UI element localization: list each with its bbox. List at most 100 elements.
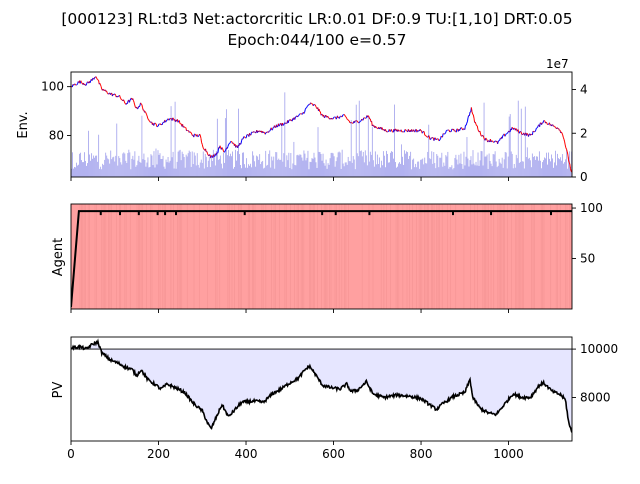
volume-bar (483, 165, 484, 177)
volume-bar (86, 166, 87, 177)
price-segment (342, 115, 343, 117)
volume-bar (231, 156, 232, 177)
price-segment (399, 130, 400, 131)
volume-bar (226, 109, 227, 177)
agent-stripe (297, 204, 298, 309)
price-segment (547, 123, 548, 124)
price-segment (319, 109, 320, 111)
volume-bar (266, 166, 267, 177)
agent-stripe (399, 204, 400, 309)
volume-bar (82, 162, 83, 177)
volume-bar (370, 152, 371, 177)
price-segment (125, 103, 126, 104)
volume-bar (236, 161, 237, 177)
chart-title-line2: Epoch:044/100 e=0.57 (227, 31, 406, 49)
volume-bar (514, 164, 515, 177)
volume-bar (220, 156, 221, 177)
y-tick-label: 50 (580, 252, 595, 266)
volume-bar (467, 137, 468, 177)
price-segment (223, 149, 224, 151)
volume-bar (501, 164, 502, 177)
price-segment (345, 116, 346, 117)
volume-bar (101, 169, 102, 177)
volume-bar (455, 155, 456, 177)
volume-bar (432, 164, 433, 177)
price-segment (137, 107, 138, 109)
price-segment (494, 141, 495, 142)
price-segment (502, 135, 503, 138)
agent-stripe (487, 204, 488, 309)
price-segment (302, 114, 303, 115)
volume-bar (210, 167, 211, 177)
volume-bar (130, 169, 131, 177)
volume-bar (503, 168, 504, 177)
price-segment (74, 84, 75, 85)
agent-stripe (556, 204, 557, 309)
price-segment (339, 116, 340, 118)
price-segment (537, 127, 538, 128)
volume-bar (449, 167, 450, 177)
price-segment (345, 115, 346, 116)
agent-stripe (150, 204, 151, 309)
volume-bar (126, 163, 127, 177)
price-segment (169, 120, 170, 121)
volume-bar (546, 153, 547, 177)
volume-bar (476, 162, 477, 177)
volume-bar (481, 151, 482, 177)
volume-bar (155, 167, 156, 177)
agent-stripe (146, 204, 147, 309)
volume-bar (415, 164, 416, 177)
volume-bar (453, 168, 454, 177)
price-segment (77, 84, 78, 85)
volume-bar (204, 169, 205, 177)
volume-bar (163, 156, 164, 177)
volume-bar (171, 106, 172, 177)
price-segment (507, 132, 508, 133)
agent-stripe (386, 204, 387, 309)
volume-bar (391, 151, 392, 177)
price-segment (246, 135, 247, 138)
volume-bar (507, 168, 508, 177)
price-segment (376, 127, 377, 128)
volume-bar (180, 150, 181, 177)
y-tick-label: 0 (580, 170, 588, 184)
volume-bar (201, 160, 202, 177)
volume-bar (307, 151, 308, 177)
volume-bar (205, 154, 206, 177)
volume-bar (531, 167, 532, 177)
volume-bar (286, 155, 287, 177)
volume-bar (148, 167, 149, 177)
volume-bar (264, 168, 265, 177)
volume-bar (444, 166, 445, 177)
price-segment (202, 143, 203, 145)
volume-bar (348, 157, 349, 177)
price-segment (328, 116, 329, 117)
volume-bar (356, 105, 357, 177)
volume-bar (99, 169, 100, 177)
agent-stripe (88, 204, 89, 309)
price-segment (562, 133, 563, 135)
agent-stripe (228, 204, 229, 309)
volume-bar (429, 158, 430, 177)
volume-bar (160, 153, 161, 177)
price-segment (509, 131, 510, 132)
volume-bar (299, 154, 300, 177)
volume-bar (473, 150, 474, 177)
price-segment (379, 128, 380, 129)
volume-bar (490, 161, 491, 177)
price-segment (386, 131, 387, 132)
volume-bar (469, 166, 470, 177)
price-segment (568, 154, 569, 159)
volume-bar (372, 127, 373, 177)
volume-bar (320, 152, 321, 177)
agent-stripe (285, 204, 286, 309)
price-segment (546, 122, 547, 123)
volume-bar (533, 157, 534, 177)
volume-bar (535, 160, 536, 177)
price-segment (382, 128, 383, 130)
volume-bar (225, 118, 226, 177)
volume-bar (532, 154, 533, 177)
volume-bar (76, 163, 77, 177)
volume-bar (241, 168, 242, 177)
price-segment (568, 160, 569, 163)
